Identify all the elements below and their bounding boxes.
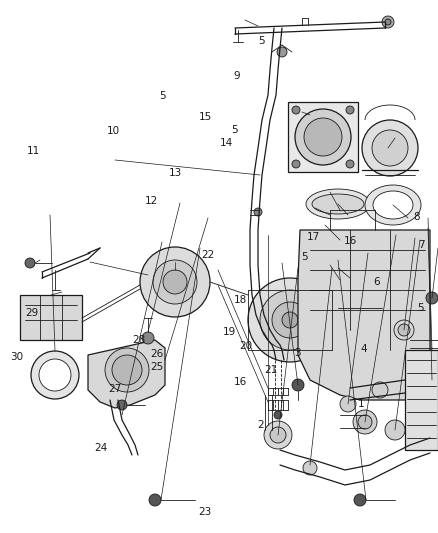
- Circle shape: [117, 400, 127, 410]
- Circle shape: [340, 396, 356, 412]
- Text: 18: 18: [233, 295, 247, 305]
- Circle shape: [362, 120, 418, 176]
- Text: 10: 10: [106, 126, 120, 135]
- Circle shape: [382, 16, 394, 28]
- Text: 22: 22: [201, 251, 215, 260]
- Ellipse shape: [312, 194, 364, 214]
- Text: 23: 23: [198, 507, 212, 516]
- Text: 27: 27: [109, 384, 122, 394]
- Circle shape: [346, 278, 374, 306]
- Text: 24: 24: [94, 443, 107, 453]
- Text: 25: 25: [150, 362, 163, 372]
- Circle shape: [353, 285, 367, 299]
- Circle shape: [303, 461, 317, 475]
- Text: 16: 16: [233, 377, 247, 387]
- Circle shape: [153, 260, 197, 304]
- Text: 19: 19: [223, 327, 236, 336]
- Text: 1: 1: [358, 399, 365, 409]
- Polygon shape: [88, 340, 165, 408]
- Circle shape: [354, 494, 366, 506]
- Text: 21: 21: [264, 366, 277, 375]
- Text: 9: 9: [233, 71, 240, 81]
- Text: 5: 5: [159, 91, 166, 101]
- Ellipse shape: [373, 191, 413, 219]
- Text: 4: 4: [360, 344, 367, 354]
- Text: 20: 20: [240, 342, 253, 351]
- Circle shape: [112, 355, 142, 385]
- Circle shape: [254, 208, 262, 216]
- Circle shape: [346, 160, 354, 168]
- Circle shape: [264, 421, 292, 449]
- Text: 11: 11: [27, 146, 40, 156]
- Text: 17: 17: [307, 232, 320, 241]
- Circle shape: [270, 427, 286, 443]
- Circle shape: [149, 494, 161, 506]
- Ellipse shape: [365, 185, 421, 225]
- Circle shape: [142, 332, 154, 344]
- Polygon shape: [288, 102, 358, 172]
- Circle shape: [282, 312, 298, 328]
- Text: 30: 30: [10, 352, 23, 362]
- Circle shape: [39, 359, 71, 391]
- Text: 14: 14: [220, 138, 233, 148]
- Text: 29: 29: [25, 309, 38, 318]
- Circle shape: [426, 292, 438, 304]
- Text: 13: 13: [169, 168, 182, 178]
- Circle shape: [394, 320, 414, 340]
- Circle shape: [353, 410, 377, 434]
- Circle shape: [295, 109, 351, 165]
- Polygon shape: [298, 230, 430, 400]
- Circle shape: [338, 270, 382, 314]
- Text: 7: 7: [418, 240, 425, 250]
- Circle shape: [248, 278, 332, 362]
- Text: 5: 5: [231, 125, 238, 135]
- Circle shape: [346, 106, 354, 114]
- Text: 26: 26: [150, 350, 163, 359]
- Text: 2: 2: [257, 421, 264, 430]
- Circle shape: [274, 411, 282, 419]
- Circle shape: [372, 130, 408, 166]
- Text: 16: 16: [344, 236, 357, 246]
- Circle shape: [304, 118, 342, 156]
- Circle shape: [272, 302, 308, 338]
- Text: 5: 5: [301, 253, 308, 262]
- Circle shape: [163, 270, 187, 294]
- Circle shape: [31, 351, 79, 399]
- Text: 6: 6: [373, 278, 380, 287]
- Circle shape: [385, 19, 391, 25]
- Circle shape: [292, 106, 300, 114]
- Circle shape: [140, 247, 210, 317]
- Polygon shape: [20, 295, 82, 340]
- Text: 12: 12: [145, 197, 158, 206]
- Circle shape: [292, 160, 300, 168]
- Circle shape: [260, 290, 320, 350]
- Text: 28: 28: [133, 335, 146, 345]
- Text: 8: 8: [413, 213, 420, 222]
- Polygon shape: [405, 350, 438, 450]
- Text: 5: 5: [258, 36, 265, 46]
- Ellipse shape: [306, 189, 370, 219]
- Circle shape: [385, 420, 405, 440]
- Circle shape: [25, 258, 35, 268]
- Circle shape: [358, 415, 372, 429]
- Circle shape: [372, 382, 388, 398]
- Text: 5: 5: [417, 303, 424, 313]
- Text: 15: 15: [199, 112, 212, 122]
- Circle shape: [292, 379, 304, 391]
- Circle shape: [398, 324, 410, 336]
- Circle shape: [277, 47, 287, 57]
- Text: 3: 3: [294, 348, 301, 358]
- Circle shape: [105, 348, 149, 392]
